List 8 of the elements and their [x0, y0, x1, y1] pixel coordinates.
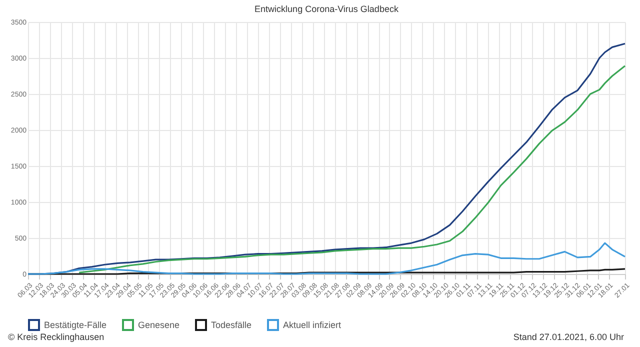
text: © Kreis Recklinghausen — [8, 332, 104, 342]
chart-title: Entwicklung Corona-Virus Gladbeck — [254, 4, 399, 14]
legend-label: Genesene — [138, 320, 180, 330]
text: Stand 27.01.2021, 6.00 Uhr — [513, 332, 624, 342]
legend-label: Aktuell infiziert — [283, 320, 342, 330]
legend-label: Todesfälle — [211, 320, 252, 330]
legend-label: Bestätigte-Fälle — [44, 320, 107, 330]
line-series — [78, 65, 626, 274]
